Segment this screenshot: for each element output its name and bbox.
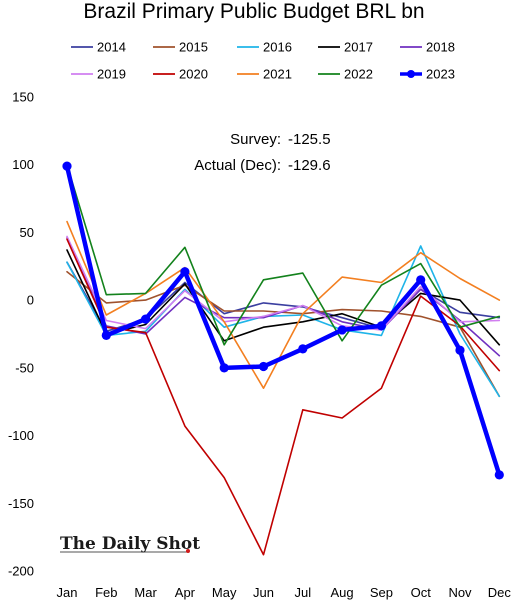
legend-label: 2022 xyxy=(344,67,373,82)
y-tick-label: 50 xyxy=(20,225,34,240)
legend-item-2017: 2017 xyxy=(318,40,373,55)
y-tick-label: 100 xyxy=(12,157,34,172)
data-point-2023 xyxy=(141,314,151,324)
series-line-2020 xyxy=(66,238,501,556)
data-point-2023 xyxy=(416,275,426,285)
daily-shot-logo: The Daily Shot xyxy=(60,534,200,554)
y-tick-label: -200 xyxy=(8,564,34,579)
x-tick-label: May xyxy=(212,585,237,600)
legend-label: 2023 xyxy=(426,67,455,82)
annotation-label: Actual (Dec): xyxy=(194,157,281,174)
data-point-2023 xyxy=(101,330,111,340)
y-tick-label: -50 xyxy=(15,360,34,375)
series-line-2021 xyxy=(66,220,501,390)
data-point-2023 xyxy=(494,470,504,480)
y-tick-label: 150 xyxy=(12,90,34,105)
x-tick-label: Dec xyxy=(488,585,512,600)
data-point-2023 xyxy=(62,161,72,171)
series-line-2016 xyxy=(66,245,501,398)
x-tick-label: Jul xyxy=(294,585,311,600)
y-axis: 150 100 50 0 -50 -100 -150 -200 xyxy=(8,90,34,579)
legend-item-2021: 2021 xyxy=(237,67,292,82)
chart-title: Brazil Primary Public Budget BRL bn xyxy=(83,0,424,23)
legend-item-2022: 2022 xyxy=(318,67,373,82)
legend-item-2014: 2014 xyxy=(71,40,126,55)
data-point-2023 xyxy=(455,345,465,355)
legend-label: 2020 xyxy=(179,67,208,82)
legend-item-2016: 2016 xyxy=(237,40,292,55)
x-tick-label: Mar xyxy=(134,585,157,600)
data-point-2023 xyxy=(180,267,190,277)
series-line-2015 xyxy=(66,270,501,398)
legend: 2014 2015 2016 2017 2018 2019 2020 2021 2022 2023 xyxy=(71,40,455,82)
x-tick-label: Aug xyxy=(331,585,354,600)
legend-label: 2015 xyxy=(179,40,208,55)
legend-label: 2016 xyxy=(263,40,292,55)
x-axis: Jan Feb Mar Apr May Jun Jul Aug Sep Oct Nov Dec xyxy=(57,585,512,600)
x-tick-label: Feb xyxy=(95,585,117,600)
y-tick-label: 0 xyxy=(27,293,34,308)
data-point-2023 xyxy=(337,325,347,335)
x-tick-label: Sep xyxy=(370,585,393,600)
legend-label: 2021 xyxy=(263,67,292,82)
x-tick-label: Jan xyxy=(57,585,78,600)
legend-label: 2014 xyxy=(97,40,126,55)
legend-label: 2018 xyxy=(426,40,455,55)
legend-label: 2019 xyxy=(97,67,126,82)
legend-item-2020: 2020 xyxy=(153,67,208,82)
legend-label: 2017 xyxy=(344,40,373,55)
annotation-label: Survey: xyxy=(230,131,281,148)
data-point-2023 xyxy=(258,361,269,372)
plot-area xyxy=(62,161,504,556)
series-line-2022 xyxy=(66,163,501,346)
legend-marker xyxy=(407,70,415,78)
x-tick-label: Oct xyxy=(411,585,432,600)
annotation-value: -129.6 xyxy=(288,157,331,174)
data-point-2023 xyxy=(376,321,386,331)
x-tick-label: Nov xyxy=(448,585,472,600)
data-point-2023 xyxy=(298,344,308,354)
data-point-2023 xyxy=(219,363,229,373)
legend-item-2023: 2023 xyxy=(400,67,455,82)
series-line-2023 xyxy=(64,163,502,478)
annotation-value: -125.5 xyxy=(288,131,331,148)
legend-item-2015: 2015 xyxy=(153,40,208,55)
y-tick-label: -100 xyxy=(8,428,34,443)
source-logo: The Daily Shot xyxy=(60,534,200,554)
y-tick-label: -150 xyxy=(8,496,34,511)
legend-item-2019: 2019 xyxy=(71,67,126,82)
annotation-box: Survey: -125.5 Actual (Dec): -129.6 xyxy=(194,131,330,174)
x-tick-label: Jun xyxy=(253,585,274,600)
x-tick-label: Apr xyxy=(175,585,196,600)
legend-item-2018: 2018 xyxy=(400,40,455,55)
